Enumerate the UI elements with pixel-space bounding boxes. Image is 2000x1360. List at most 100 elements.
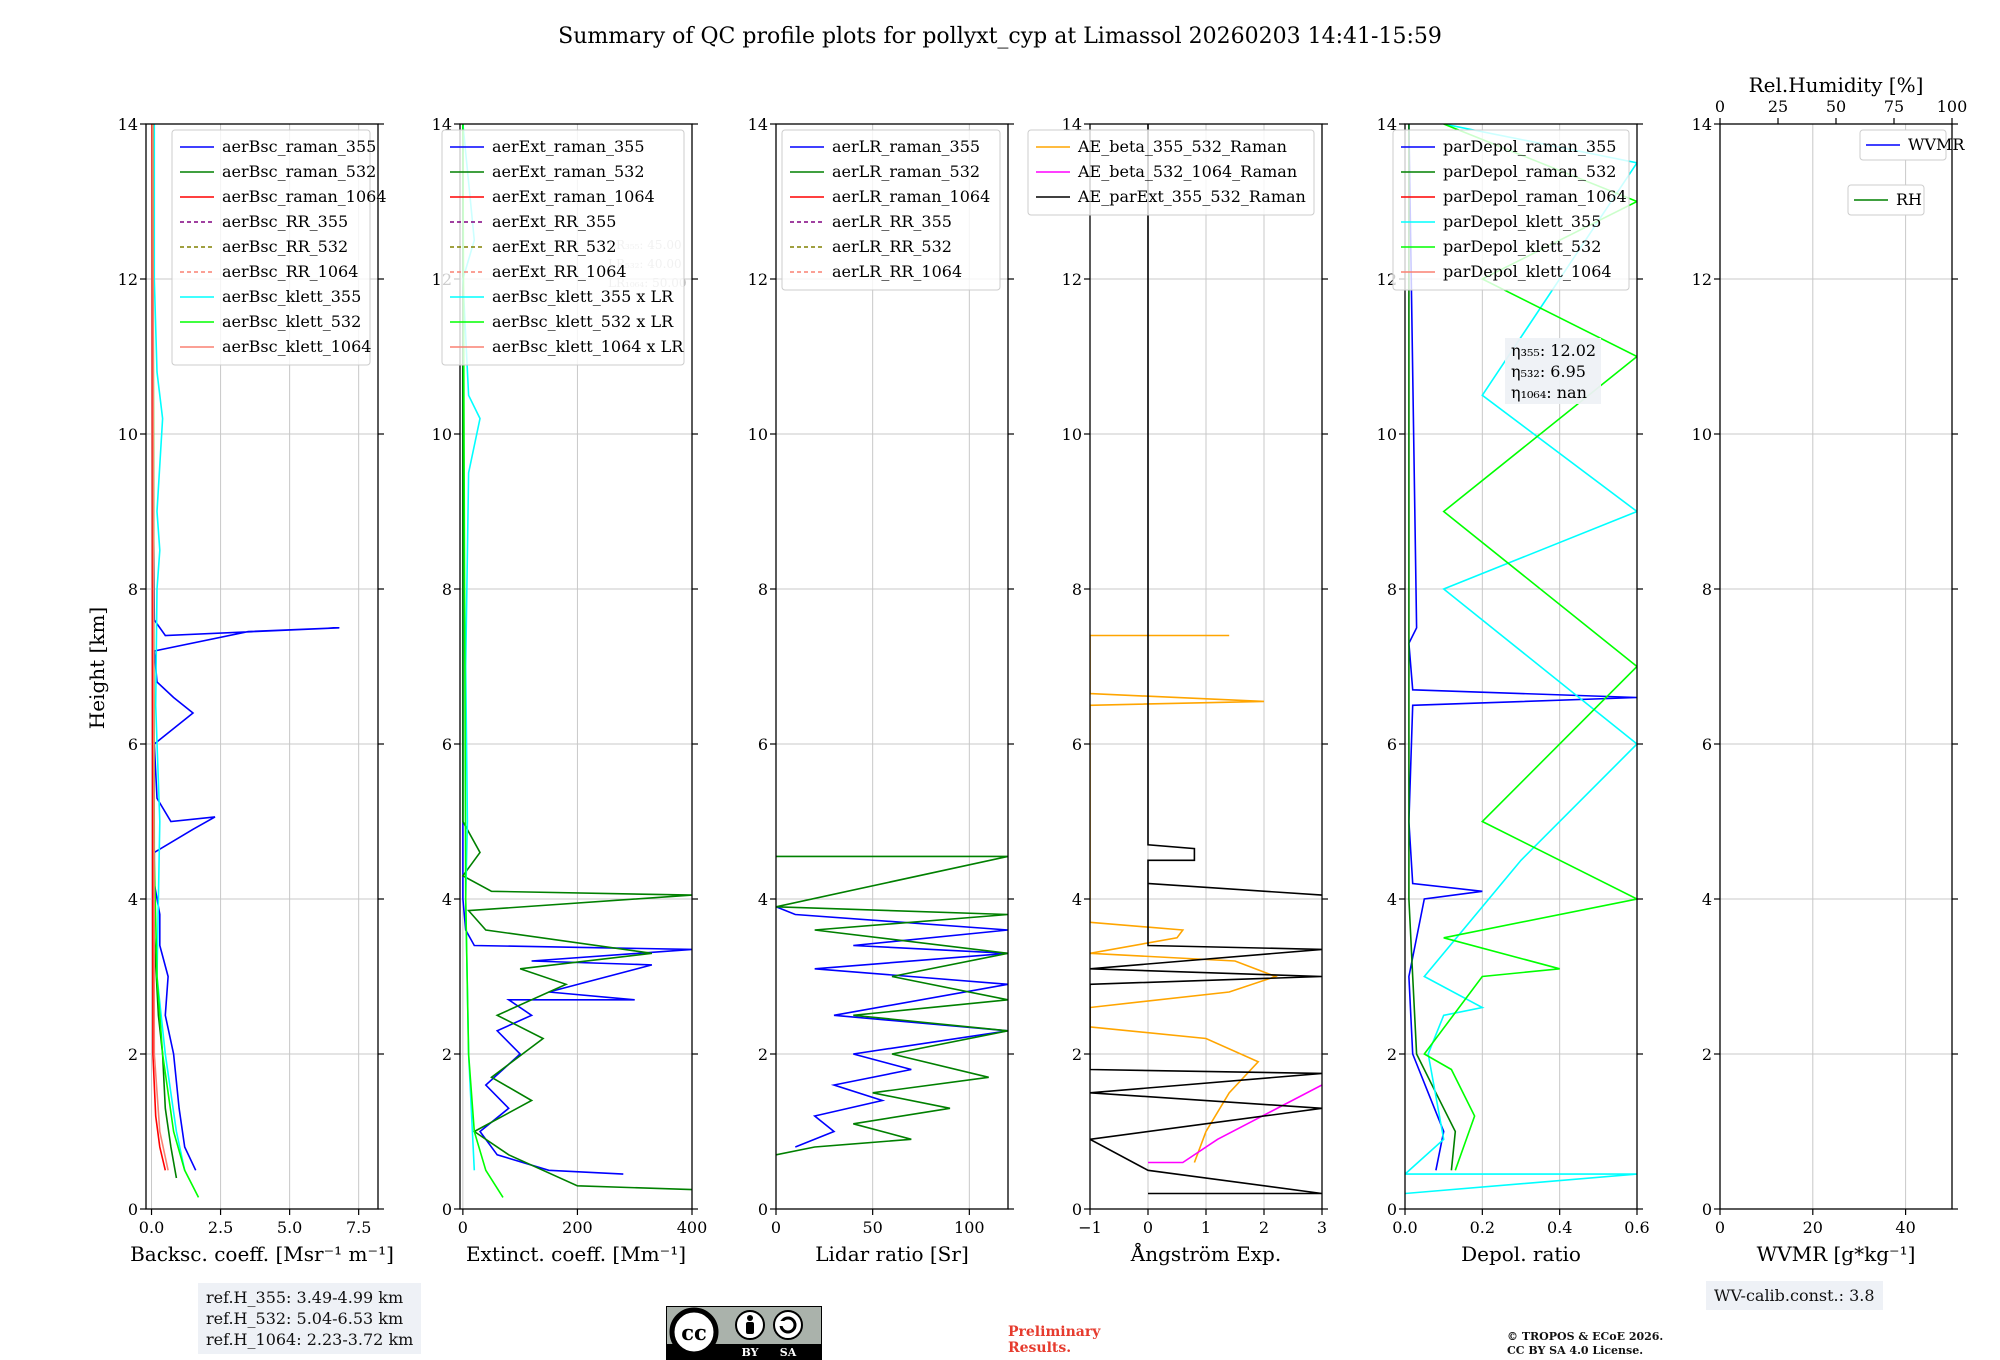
y-tick-label: 4 — [442, 890, 452, 909]
y-tick-label: 10 — [432, 425, 452, 444]
legend-label: aerBsc_klett_532 x LR — [492, 312, 674, 331]
legend-label: aerBsc_RR_532 — [222, 237, 348, 256]
legend-label: parDepol_raman_532 — [1443, 162, 1616, 181]
y-tick-label: 8 — [758, 580, 768, 599]
legend: AE_beta_355_532_Raman AE_beta_532_1064_Ra… — [1027, 129, 1315, 216]
legend-label: aerBsc_klett_1064 x LR — [492, 337, 684, 356]
series-group — [151, 124, 340, 1198]
y-tick-label: 0 — [128, 1200, 138, 1219]
x-tick-label: 0.0 — [1392, 1218, 1417, 1237]
x-axis-label: Backsc. coeff. [Msr⁻¹ m⁻¹] — [130, 1242, 394, 1266]
legend: aerLR_raman_355 aerLR_raman_532 aerLR_rama… — [781, 129, 1001, 291]
legend-label: aerExt_RR_355 — [492, 212, 616, 231]
x-tick-label: 2 — [1259, 1218, 1269, 1237]
top-x-tick-label: 25 — [1768, 97, 1788, 116]
legend-frame — [1392, 129, 1630, 291]
y-tick-label: 14 — [748, 115, 768, 134]
legend-label: aerBsc_klett_355 x LR — [492, 287, 674, 306]
axes-frame — [145, 123, 379, 1210]
y-tick-label: 4 — [1387, 890, 1397, 909]
y-tick-label: 12 — [1062, 270, 1082, 289]
ref-height-355: ref.H_355: 3.49-4.99 km — [206, 1288, 404, 1307]
x-axis-label: Extinct. coeff. [Mm⁻¹] — [466, 1242, 686, 1266]
x-axis-label: Depol. ratio — [1461, 1242, 1581, 1266]
legend-label: AE_parExt_355_532_Raman — [1077, 187, 1306, 206]
legend-label: aerExt_raman_355 — [492, 137, 645, 156]
axes-frame — [775, 123, 1009, 1210]
y-tick-label: 14 — [432, 115, 452, 134]
figure-title: Summary of QC profile plots for pollyxt_… — [558, 24, 1442, 49]
series-aerLR_raman_532 — [776, 855, 1008, 1156]
series-AE_parExt_355_532_Raman — [1090, 124, 1322, 1195]
cc-by-sa-license-badge: cc BY SA — [666, 1306, 822, 1360]
legend: aerExt_raman_355 aerExt_raman_532 aerExt_r… — [441, 129, 685, 366]
series-aerBsc_klett_1064 — [152, 124, 169, 1171]
series-group — [1090, 124, 1322, 1195]
series-AE_beta_532_1064_Raman — [1148, 1084, 1322, 1164]
wv-calib-const: WV-calib.const.: 3.8 — [1714, 1286, 1875, 1305]
legend-label: parDepol_klett_355 — [1443, 212, 1601, 231]
legend-label: aerLR_RR_1064 — [832, 262, 962, 281]
copyright-note: © TROPOS & ECoE 2026. CC BY SA 4.0 Licen… — [1507, 1330, 1663, 1358]
eta-annotation: η₃₅₅: 12.02 — [1511, 341, 1596, 360]
y-tick-label: 0 — [758, 1200, 768, 1219]
x-tick-label: 0 — [1715, 1218, 1725, 1237]
y-tick-label: 8 — [1702, 580, 1712, 599]
legend-frame — [171, 129, 371, 366]
legend-label: aerBsc_RR_355 — [222, 212, 348, 231]
sa-share-icon — [773, 1310, 803, 1340]
eta-annotation: η₅₃₂: 6.95 — [1511, 362, 1586, 381]
y-tick-label: 8 — [1387, 580, 1397, 599]
series-parDepol_klett_355 — [1405, 124, 1637, 1195]
y-tick-label: 14 — [118, 115, 138, 134]
y-tick-label: 4 — [128, 890, 138, 909]
x-tick-label: 0 — [771, 1218, 781, 1237]
y-tick-label: 6 — [1072, 735, 1082, 754]
y-tick-label: 12 — [748, 270, 768, 289]
y-tick-label: 6 — [128, 735, 138, 754]
y-tick-label: 0 — [1072, 1200, 1082, 1219]
legend-label: aerExt_RR_1064 — [492, 262, 627, 281]
x-tick-label: −1 — [1078, 1218, 1102, 1237]
preliminary-line-1: Preliminary — [1008, 1324, 1101, 1340]
legend-label: aerLR_raman_532 — [832, 162, 980, 181]
y-tick-label: 2 — [1387, 1045, 1397, 1064]
series-group — [1405, 124, 1637, 1195]
x-tick-label: 0 — [1143, 1218, 1153, 1237]
top-x-tick-label: 0 — [1715, 97, 1725, 116]
legend-label: aerBsc_raman_1064 — [222, 187, 387, 206]
series-group — [776, 855, 1008, 1156]
legend-label: aerExt_RR_532 — [492, 237, 616, 256]
panel-water_vapour: 0 20 40 0 2 4 6 8 10 12 14 WVMR [g*kg⁻¹] 0 25 50 75 100 R… — [1692, 73, 1968, 1266]
y-tick-label: 12 — [118, 270, 138, 289]
legend-label: aerExt_raman_1064 — [492, 187, 655, 206]
legend: aerBsc_raman_355 aerBsc_raman_532 aerBsc_r… — [171, 129, 387, 366]
copyright-line-1: © TROPOS & ECoE 2026. — [1507, 1330, 1664, 1343]
preliminary-line-2: Results. — [1008, 1340, 1072, 1356]
series-AE_beta_355_532_Raman — [1090, 634, 1278, 1163]
y-tick-label: 0 — [1387, 1200, 1397, 1219]
x-tick-label: 3 — [1317, 1218, 1327, 1237]
y-tick-label: 6 — [1702, 735, 1712, 754]
axes-frame — [1719, 123, 1953, 1210]
top-x-tick-label: 100 — [1937, 97, 1968, 116]
legend-label: parDepol_raman_355 — [1443, 137, 1616, 156]
panel-depolarization: 0.0 0.2 0.4 0.6 0 2 4 6 8 10 12 14 Depol. ratio η₃₅₅:… — [1377, 115, 1650, 1266]
legend-frame — [1027, 129, 1315, 216]
x-tick-label: 0.4 — [1547, 1218, 1572, 1237]
series-aerBsc_raman_355 — [152, 124, 340, 1171]
reference-height-box: ref.H_355: 3.49-4.99 km ref.H_532: 5.04-… — [198, 1283, 422, 1354]
y-tick-label: 12 — [1692, 270, 1712, 289]
panel-lidar_ratio: 0 50 100 0 2 4 6 8 10 12 14 Lidar ratio [Sr] aerLR_r… — [748, 115, 1014, 1266]
y-tick-label: 8 — [128, 580, 138, 599]
legend-label: aerLR_raman_1064 — [832, 187, 990, 206]
eta-box — [1505, 338, 1601, 404]
copyright-line-2: CC BY SA 4.0 License. — [1507, 1344, 1644, 1357]
x-tick-label: 2.5 — [208, 1218, 233, 1237]
panel-extinction: 020040002468101214Extinct. coeff. [Mm⁻¹]… — [432, 115, 708, 1266]
x-axis-label: Ångström Exp. — [1130, 1241, 1281, 1266]
x-tick-label: 20 — [1803, 1218, 1823, 1237]
legend-frame — [441, 129, 685, 366]
eta-annotation: η₁₀₆₄: nan — [1511, 383, 1587, 402]
